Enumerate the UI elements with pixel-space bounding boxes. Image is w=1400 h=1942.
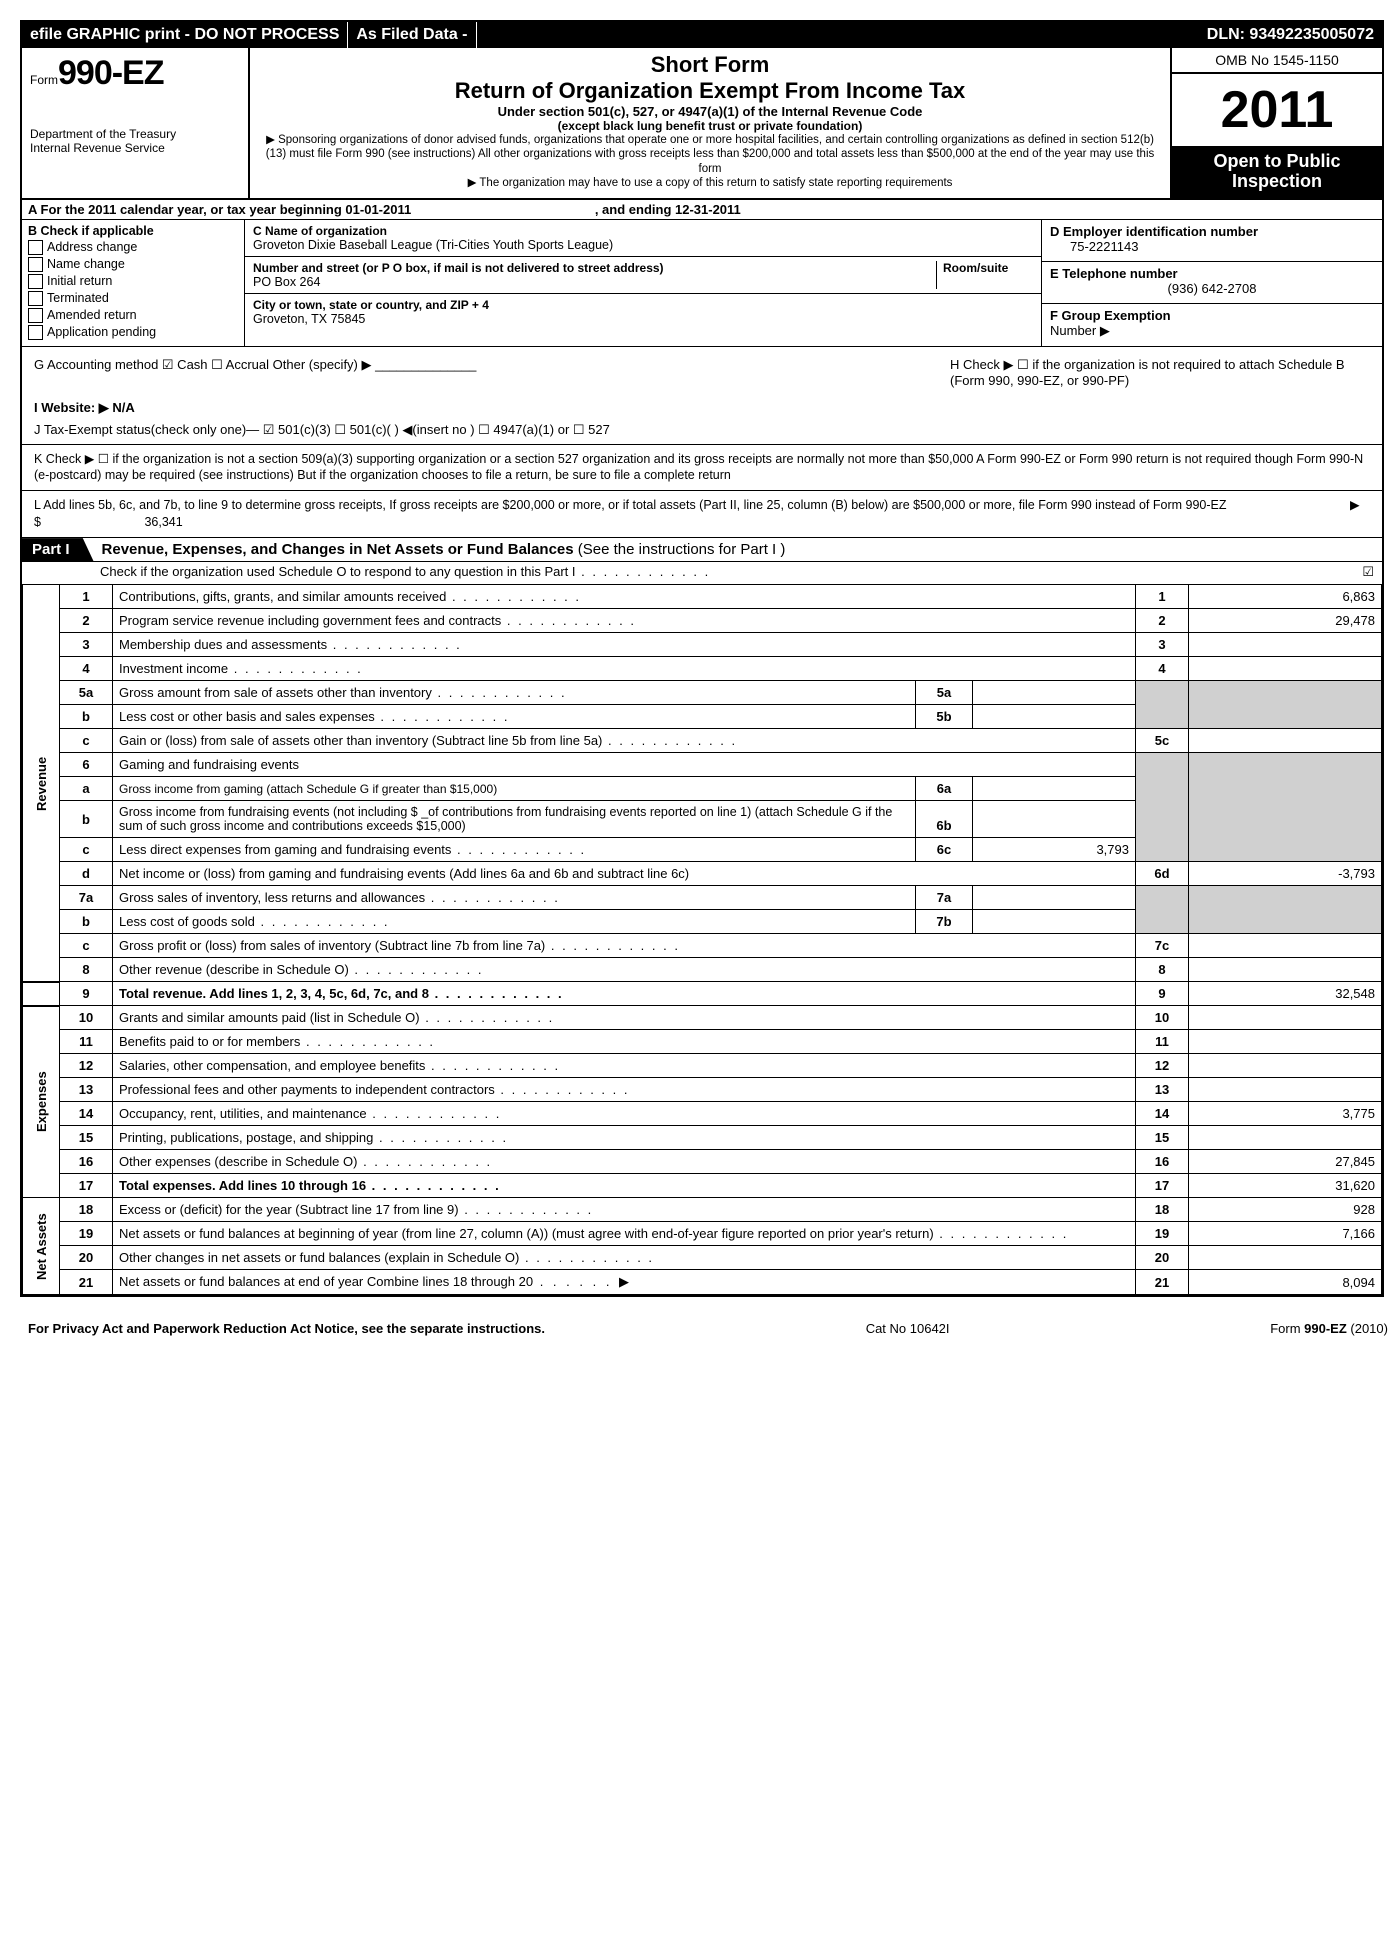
short-form-label: Short Form bbox=[258, 52, 1162, 78]
header-left: Form990-EZ Department of the Treasury In… bbox=[22, 48, 250, 198]
part-1-subtext: Check if the organization used Schedule … bbox=[22, 562, 1382, 584]
line-21-value: 8,094 bbox=[1189, 1270, 1382, 1295]
check-name-change[interactable]: Name change bbox=[28, 257, 238, 272]
line-18-value: 928 bbox=[1189, 1198, 1382, 1222]
footer-form-ref: Form 990-EZ (2010) bbox=[1270, 1321, 1388, 1336]
line-16-value: 27,845 bbox=[1189, 1150, 1382, 1174]
check-amended-return[interactable]: Amended return bbox=[28, 308, 238, 323]
check-terminated[interactable]: Terminated bbox=[28, 291, 238, 306]
omb-number: OMB No 1545-1150 bbox=[1172, 48, 1382, 74]
line-2-value: 29,478 bbox=[1189, 609, 1382, 633]
line-j-tax-exempt: J Tax-Exempt status(check only one)— ☑ 5… bbox=[34, 422, 1370, 438]
gross-receipts-value: 36,341 bbox=[144, 515, 182, 529]
footer-cat-no: Cat No 10642I bbox=[866, 1321, 950, 1336]
section-c-org-name: C Name of organization Groveton Dixie Ba… bbox=[245, 220, 1041, 346]
except-note: (except black lung benefit trust or priv… bbox=[258, 119, 1162, 133]
org-name-value: Groveton Dixie Baseball League (Tri-Citi… bbox=[253, 238, 1033, 252]
header-right: OMB No 1545-1150 2011 Open to Public Ins… bbox=[1170, 48, 1382, 198]
line-9-total-revenue: 32,548 bbox=[1189, 982, 1382, 1006]
line-k: K Check ▶ ☐ if the organization is not a… bbox=[22, 445, 1382, 492]
efile-notice: efile GRAPHIC print - DO NOT PROCESS bbox=[22, 22, 348, 48]
line-g-accounting: G Accounting method ☑ Cash ☐ Accrual Oth… bbox=[34, 357, 476, 388]
as-filed-label: As Filed Data - bbox=[348, 22, 476, 48]
check-initial-return[interactable]: Initial return bbox=[28, 274, 238, 289]
form-prefix: Form bbox=[30, 73, 58, 87]
form-990ez-page: efile GRAPHIC print - DO NOT PROCESS As … bbox=[20, 20, 1384, 1297]
return-title: Return of Organization Exempt From Incom… bbox=[258, 78, 1162, 104]
line-14-value: 3,775 bbox=[1189, 1102, 1382, 1126]
line-6d-value: -3,793 bbox=[1189, 862, 1382, 886]
ein-value: 75-2221143 bbox=[1050, 239, 1374, 254]
phone-value: (936) 642-2708 bbox=[1050, 281, 1374, 296]
ghij-block: G Accounting method ☑ Cash ☐ Accrual Oth… bbox=[22, 347, 1382, 445]
line-6c-value: 3,793 bbox=[973, 838, 1136, 862]
page-footer: For Privacy Act and Paperwork Reduction … bbox=[20, 1317, 1396, 1340]
org-info-row: B Check if applicable Address change Nam… bbox=[22, 220, 1382, 347]
line-17-total-expenses: 31,620 bbox=[1189, 1174, 1382, 1198]
header-note-2: ▶ The organization may have to use a cop… bbox=[258, 176, 1162, 190]
part-1-table: Revenue 1 Contributions, gifts, grants, … bbox=[22, 584, 1382, 1295]
section-def: D Employer identification number 75-2221… bbox=[1041, 220, 1382, 346]
section-a-tax-year: A For the 2011 calendar year, or tax yea… bbox=[22, 200, 1382, 220]
revenue-side-label: Revenue bbox=[23, 585, 60, 982]
line-19-value: 7,166 bbox=[1189, 1222, 1382, 1246]
section-b-checkboxes: B Check if applicable Address change Nam… bbox=[22, 220, 245, 346]
street-value: PO Box 264 bbox=[253, 275, 936, 289]
form-number: 990-EZ bbox=[58, 54, 164, 92]
treasury-dept: Department of the Treasury Internal Reve… bbox=[30, 127, 240, 156]
check-address-change[interactable]: Address change bbox=[28, 240, 238, 255]
footer-privacy: For Privacy Act and Paperwork Reduction … bbox=[28, 1321, 545, 1336]
top-bar: efile GRAPHIC print - DO NOT PROCESS As … bbox=[22, 22, 1382, 48]
line-1-value: 6,863 bbox=[1189, 585, 1382, 609]
header-center: Short Form Return of Organization Exempt… bbox=[250, 48, 1170, 198]
form-header: Form990-EZ Department of the Treasury In… bbox=[22, 48, 1382, 200]
tax-year: 2011 bbox=[1172, 74, 1382, 146]
line-i-website: I Website: ▶ N/A bbox=[34, 400, 1370, 416]
dln-number: DLN: 93492235005072 bbox=[1199, 22, 1382, 48]
expenses-side-label: Expenses bbox=[23, 1006, 60, 1198]
part-1-badge: Part I bbox=[22, 538, 94, 561]
check-application-pending[interactable]: Application pending bbox=[28, 325, 238, 340]
net-assets-side-label: Net Assets bbox=[23, 1198, 60, 1295]
under-section: Under section 501(c), 527, or 4947(a)(1)… bbox=[258, 104, 1162, 119]
header-note-1: ▶ Sponsoring organizations of donor advi… bbox=[258, 133, 1162, 176]
part-1-header: Part I Revenue, Expenses, and Changes in… bbox=[22, 538, 1382, 562]
line-l: L Add lines 5b, 6c, and 7b, to line 9 to… bbox=[22, 491, 1382, 538]
open-to-public: Open to Public Inspection bbox=[1172, 146, 1382, 198]
city-value: Groveton, TX 75845 bbox=[253, 312, 1033, 326]
line-h-schedule-b: H Check ▶ ☐ if the organization is not r… bbox=[950, 357, 1370, 388]
